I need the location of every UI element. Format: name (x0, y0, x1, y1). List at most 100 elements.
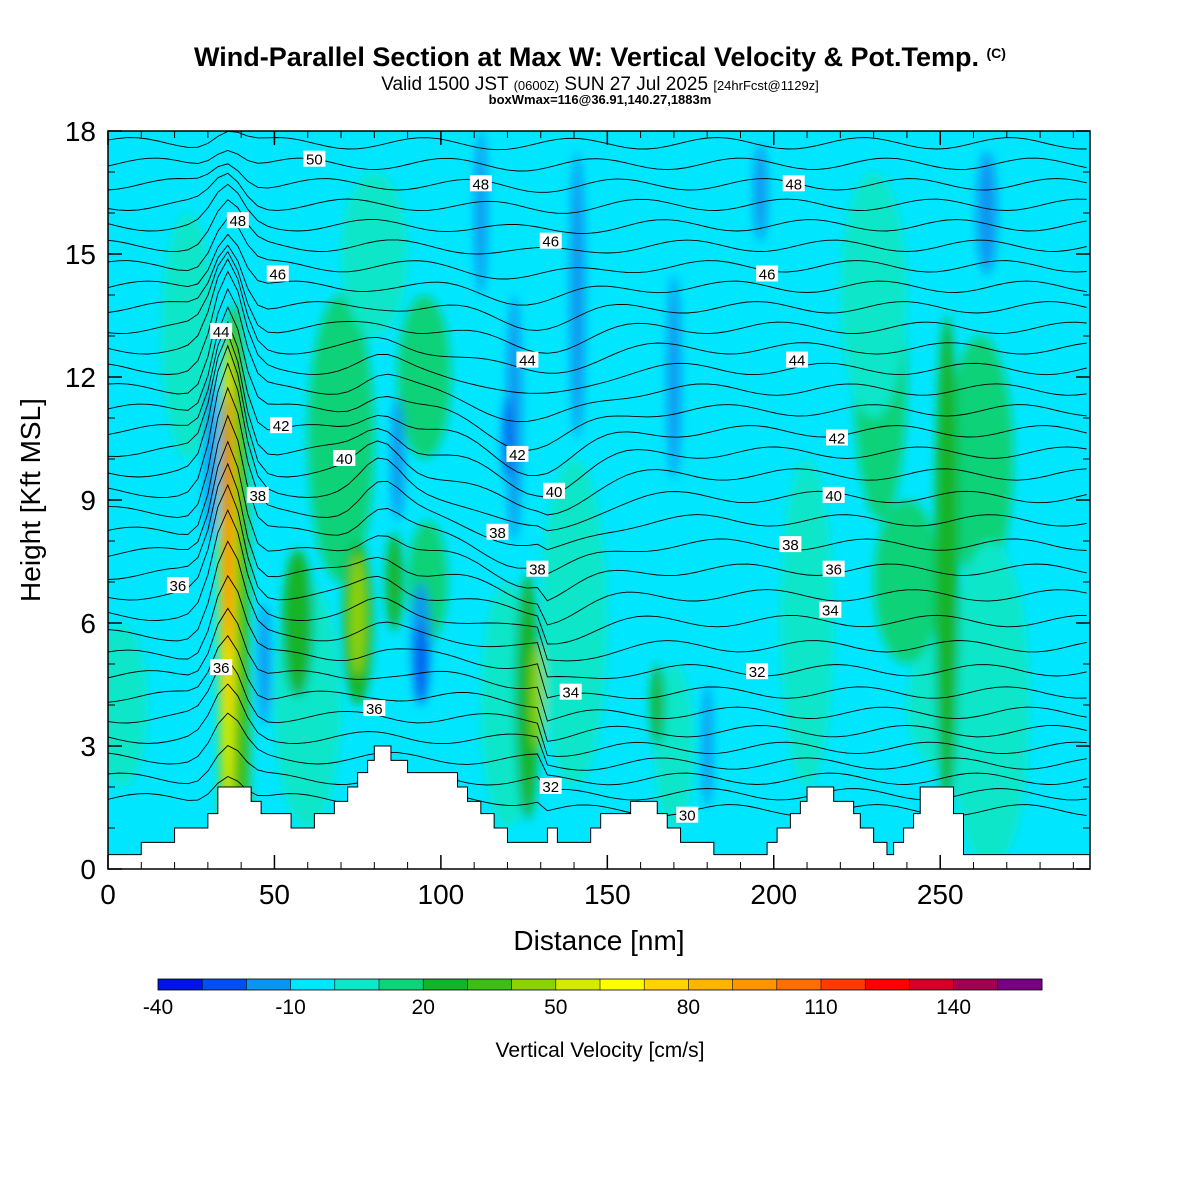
velocity-region (385, 532, 403, 632)
contour-label-box (822, 486, 845, 503)
contour-label: 42 (826, 429, 849, 448)
colorbar-tick-label: 50 (544, 996, 567, 1019)
contour-label: 44 (210, 322, 233, 341)
velocity-region (307, 295, 375, 582)
terrain (108, 745, 1090, 869)
colorbar-swatch (555, 979, 601, 990)
colorbar-swatch (334, 979, 380, 990)
contour-label-box (516, 351, 539, 368)
y-tick-label: 18 (65, 116, 96, 147)
contour-label: 30 (676, 806, 699, 825)
theta-contour (108, 362, 1087, 532)
colorbar-swatch (909, 979, 954, 990)
contour-label-box (826, 429, 849, 446)
contour-label-text: 30 (679, 808, 696, 825)
contour-label-text: 40 (825, 488, 842, 505)
colorbar-swatch (379, 979, 424, 990)
theta-contour (108, 233, 1087, 306)
velocity-region (349, 553, 366, 677)
theta-contour (108, 258, 1087, 374)
contour-label: 44 (516, 351, 539, 370)
colorbar-swatch (732, 979, 778, 990)
contour-label: 46 (756, 265, 779, 284)
contour-label-box (270, 417, 293, 434)
velocity-region (950, 541, 1031, 869)
contour-label-box (786, 351, 809, 368)
colorbar-swatch (821, 979, 866, 990)
contour-label: 50 (303, 150, 326, 169)
velocity-region (161, 213, 215, 459)
theta-contour (108, 540, 1087, 679)
contour-label-box (539, 778, 562, 794)
contour-label-text: 32 (749, 664, 766, 681)
theta-contour (108, 607, 1087, 722)
updraft-core (223, 397, 229, 521)
theta-contour (108, 150, 1087, 172)
contour-label-text: 36 (213, 660, 230, 677)
contour-label-box (506, 445, 529, 462)
y-tick-label: 9 (80, 485, 96, 516)
x-tick-label: 100 (418, 879, 465, 910)
contour-label: 40 (822, 486, 845, 505)
theta-contour (108, 440, 1087, 602)
contour-label-box (266, 265, 289, 282)
contour-label-text: 36 (170, 578, 187, 595)
velocity-fill (108, 131, 1031, 869)
contour-label-box (526, 560, 549, 577)
velocity-region (840, 172, 907, 418)
x-tick-label: 150 (584, 879, 631, 910)
velocity-region (474, 131, 487, 295)
contour-label-box (779, 536, 802, 553)
colorbar-swatch (997, 979, 1043, 990)
y-tick-label: 3 (80, 731, 96, 762)
colorbar-swatch (600, 979, 645, 990)
theta-contour (108, 332, 1087, 498)
y-tick-label: 6 (80, 608, 96, 639)
contour-label-box (303, 150, 326, 167)
copyright-mark: (C) (986, 45, 1006, 61)
contour-label-text: 40 (546, 484, 563, 501)
theta-contour (108, 483, 1087, 645)
contour-label-text: 42 (829, 431, 846, 448)
contour-label-box (559, 683, 582, 700)
contour-label-box (756, 265, 779, 282)
contour-label-text: 50 (306, 152, 323, 169)
colorbar-tick-label: -40 (143, 996, 173, 1019)
velocity-region (540, 459, 608, 787)
contour-label-box (676, 806, 699, 823)
theta-contour (108, 462, 1087, 626)
colorbar-tick-label: 140 (936, 996, 971, 1019)
contour-label-text: 38 (489, 525, 506, 542)
velocity-region (530, 643, 545, 751)
contour-label: 48 (226, 212, 249, 230)
x-tick-label: 200 (750, 879, 797, 910)
contour-label: 38 (779, 536, 802, 554)
theta-contour (108, 344, 1087, 516)
theta-contour (108, 244, 1087, 331)
theta-contour (108, 305, 1087, 451)
contour-label-text: 32 (542, 779, 559, 796)
y-tick-label: 12 (65, 362, 96, 393)
plot-area: 50 48 48 48 46 46 46 44 44 44 42 42 42 40 40 40 38 38 38 38… (108, 131, 1090, 869)
contour-label: 36 (822, 560, 845, 579)
velocity-region (667, 274, 681, 480)
theta-contour (108, 508, 1087, 662)
contour-label-box (782, 175, 805, 192)
contour-label: 40 (333, 450, 356, 468)
theta-contour (108, 172, 1087, 214)
theta-contour (108, 712, 1087, 786)
theta-contour (108, 131, 1087, 151)
theta-contour (108, 683, 1087, 771)
theta-contour (108, 658, 1087, 757)
contour-label-box (822, 560, 845, 577)
theta-contour (108, 250, 1087, 354)
theta-contour (108, 414, 1087, 575)
colorbar-swatch (158, 979, 203, 990)
x-tick-label: 50 (259, 879, 290, 910)
colorbar-tick-label: 110 (804, 996, 837, 1019)
velocity-region (653, 664, 694, 828)
velocity-region (282, 549, 313, 697)
contour-label: 38 (246, 486, 269, 505)
contour-label: 34 (559, 683, 582, 702)
